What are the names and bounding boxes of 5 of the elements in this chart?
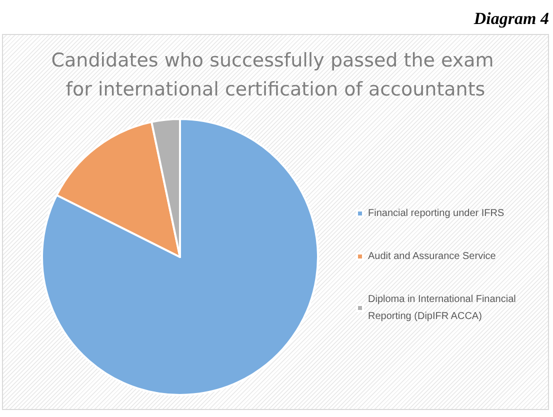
chart-title: Candidates who successfully passed the exam for international certification of accountants [51, 50, 500, 100]
legend-label: Financial reporting under IFRS [368, 208, 505, 219]
text: Diagram 4 [474, 9, 549, 29]
legend-label: Diploma in International Financial Reporting (DipIFR ACCA) [368, 294, 519, 322]
legend-label: Audit and Assurance Service [368, 251, 496, 262]
